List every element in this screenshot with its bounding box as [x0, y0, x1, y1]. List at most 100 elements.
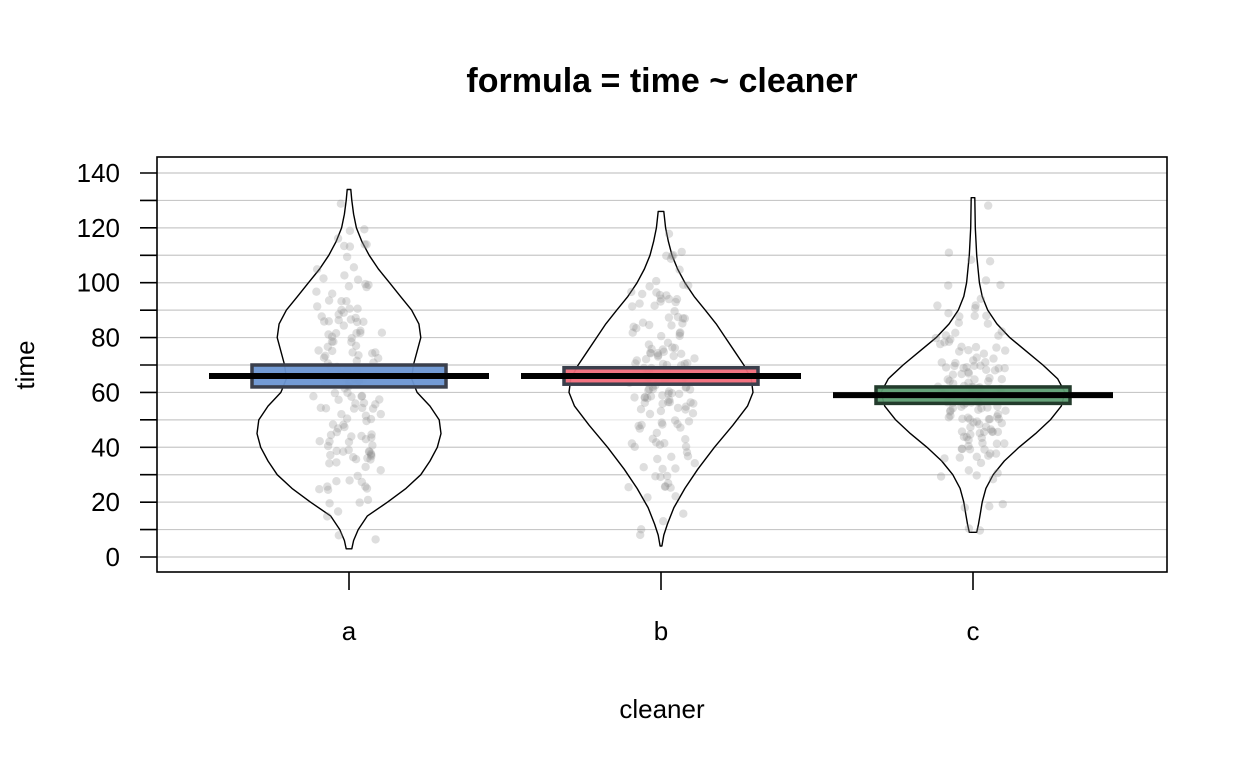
data-point [347, 432, 356, 441]
data-point [367, 430, 376, 439]
data-point [360, 225, 369, 234]
data-point [662, 291, 671, 300]
data-point [351, 399, 360, 408]
data-point [958, 414, 967, 423]
data-point [672, 295, 682, 304]
y-tick-label: 20 [91, 487, 120, 517]
data-point [365, 447, 374, 456]
data-point [353, 275, 363, 284]
chart-title: formula = time ~ cleaner [466, 62, 857, 100]
data-point [367, 452, 376, 461]
data-point [357, 392, 366, 401]
data-point [976, 294, 985, 303]
data-point [984, 451, 993, 460]
data-point [948, 403, 958, 413]
data-point [366, 455, 375, 464]
data-point [361, 462, 370, 472]
data-point [990, 366, 1000, 375]
data-point [347, 334, 356, 343]
data-point [664, 294, 674, 304]
data-point [376, 409, 385, 419]
data-point [349, 453, 358, 462]
data-point [998, 499, 1007, 509]
data-point [342, 252, 352, 262]
data-point [944, 248, 954, 257]
data-point [637, 525, 646, 534]
data-point [954, 318, 963, 327]
data-point [673, 403, 683, 413]
data-point [656, 294, 666, 303]
data-point [640, 393, 650, 402]
data-point [1000, 439, 1009, 448]
data-point [993, 427, 1003, 437]
data-point [664, 389, 673, 398]
data-point [360, 240, 369, 249]
data-point [972, 452, 981, 461]
data-point [936, 339, 945, 349]
data-point [658, 420, 667, 429]
data-point [675, 265, 684, 274]
data-point [632, 356, 641, 365]
data-point [635, 299, 644, 308]
data-point [323, 485, 333, 494]
data-point [941, 331, 951, 340]
data-point [334, 310, 343, 319]
data-point [941, 363, 951, 372]
data-point [1000, 364, 1009, 373]
data-point [944, 413, 953, 422]
data-point [315, 437, 324, 446]
data-point [340, 241, 349, 251]
data-point [348, 348, 357, 357]
data-point [637, 420, 646, 430]
y-tick-label: 120 [77, 213, 120, 243]
y-axis: 0 20 40 60 80 100 120 140 [77, 158, 157, 572]
data-point [364, 447, 374, 456]
data-point [641, 355, 651, 364]
data-point [355, 498, 364, 507]
data-point [993, 468, 1002, 478]
data-point [661, 482, 670, 491]
data-point [652, 428, 661, 438]
data-point [664, 229, 674, 238]
data-point [646, 348, 655, 357]
data-point [627, 287, 636, 297]
data-point [972, 471, 981, 480]
data-point [652, 276, 661, 286]
data-point [632, 324, 641, 333]
data-point [670, 307, 679, 316]
data-point [359, 317, 368, 326]
data-point [339, 308, 348, 317]
data-point [326, 450, 335, 460]
data-point [331, 329, 341, 338]
x-tick-label: a [342, 616, 357, 646]
data-point [964, 435, 973, 445]
data-point [630, 393, 639, 402]
data-point [353, 317, 362, 327]
data-point [964, 346, 973, 355]
data-point [364, 280, 373, 290]
data-point [652, 288, 661, 297]
bar-layer [209, 363, 1113, 406]
data-point [662, 251, 671, 260]
data-point [328, 420, 338, 429]
data-point [640, 398, 649, 407]
data-point [671, 464, 680, 473]
data-point [984, 415, 994, 424]
data-point [339, 420, 348, 429]
data-point [946, 335, 955, 344]
data-point [351, 455, 361, 464]
y-tick-label: 100 [77, 268, 120, 298]
data-point [342, 297, 351, 306]
data-point [333, 424, 343, 433]
data-point [351, 313, 360, 323]
data-point [325, 499, 334, 508]
data-point [970, 375, 979, 384]
data-point [972, 417, 982, 426]
data-point [943, 375, 952, 384]
data-point [663, 338, 673, 347]
data-point [320, 317, 329, 326]
data-point [328, 346, 337, 356]
data-point [354, 351, 363, 360]
data-point [955, 347, 964, 356]
data-point [984, 201, 993, 210]
